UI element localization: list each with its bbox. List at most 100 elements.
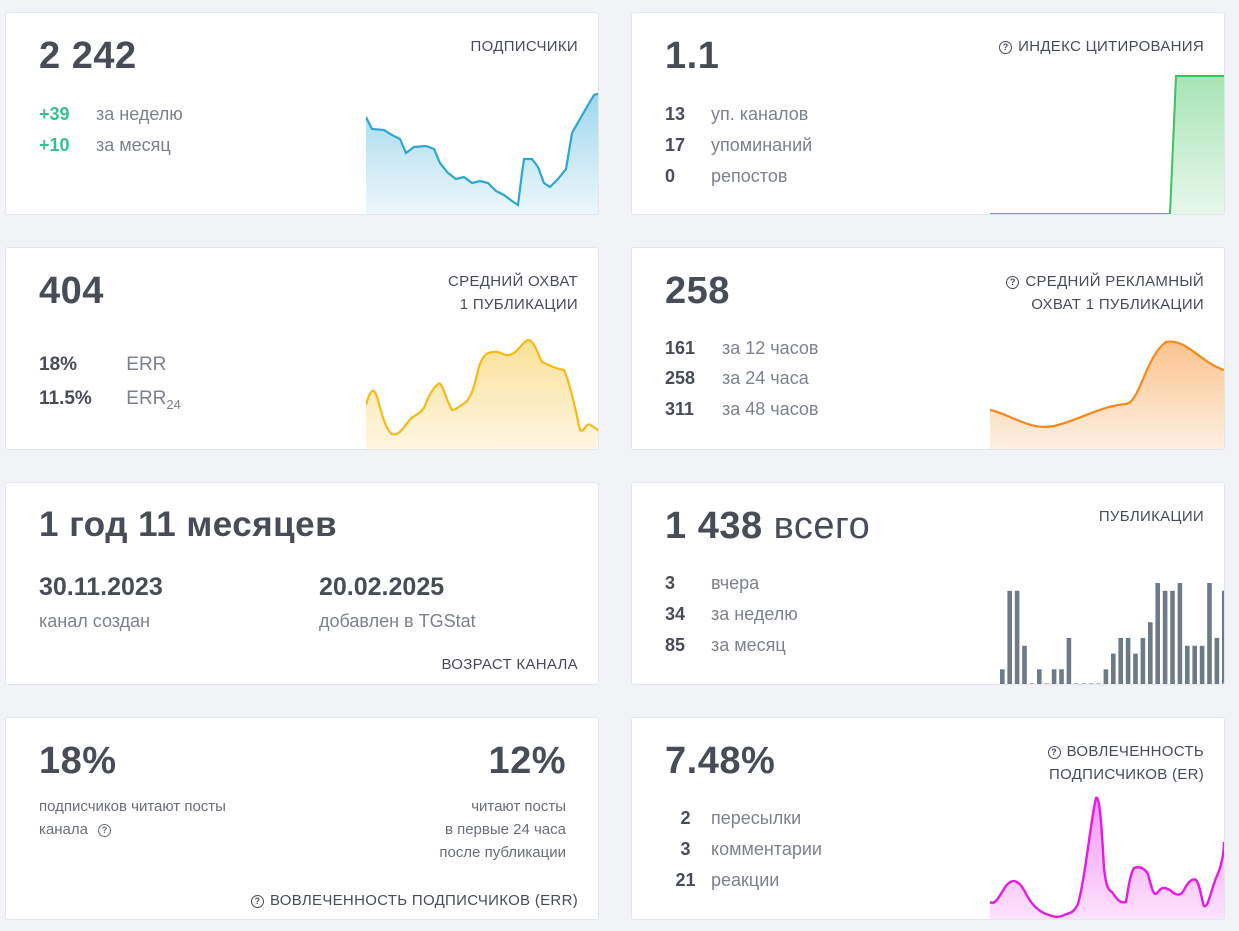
er-sparkline <box>990 796 1224 919</box>
ad-reach-card[interactable]: 258 ? СРЕДНИЙ РЕКЛАМНЫЙ ОХВАТ 1 ПУБЛИКАЦИ… <box>631 247 1225 450</box>
publication-bar <box>1051 669 1057 684</box>
er-row-reactions: 21 реакции <box>665 870 779 891</box>
err24-row: 11.5% ERR24 <box>39 388 181 412</box>
ad-reach-12h-num: 161 <box>665 338 696 358</box>
er-reactions-text: реакции <box>711 870 780 890</box>
citation-reposts-num: 0 <box>665 166 676 186</box>
er-comments-num: 3 <box>680 839 691 859</box>
err-card[interactable]: 18% подписчиков читают посты канала ? 12… <box>5 717 599 920</box>
citation-label: ИНДЕКС ЦИТИРОВАНИЯ <box>1018 38 1204 55</box>
err-right-value: 12% <box>488 740 566 782</box>
er-card[interactable]: 7.48% ? ВОВЛЕЧЕННОСТЬ ПОДПИСЧИКОВ (ER) 2 … <box>631 717 1225 920</box>
publication-bar <box>1111 653 1116 684</box>
err-left-text-line1: подписчиков читают посты <box>39 798 226 815</box>
publication-bar <box>1207 583 1212 684</box>
err-right-text-line1: читают посты <box>471 798 566 815</box>
publications-row-yesterday: 3 вчера <box>665 573 759 594</box>
publication-bar <box>1199 645 1205 684</box>
citation-card[interactable]: 1.1 ? ИНДЕКС ЦИТИРОВАНИЯ 13 уп. каналов 1… <box>631 12 1225 215</box>
avg-reach-value: 404 <box>39 270 104 312</box>
ad-reach-24h-num: 258 <box>665 368 696 388</box>
publications-row-week: 34 за неделю <box>665 604 798 625</box>
subscribers-month-text: за месяц <box>96 135 171 155</box>
publication-bar <box>1059 669 1064 684</box>
citation-channels-text: уп. каналов <box>711 104 809 124</box>
avg-reach-card[interactable]: 404 СРЕДНИЙ ОХВАТ 1 ПУБЛИКАЦИИ 18% ERR 1… <box>5 247 599 450</box>
er-value: 7.48% <box>665 740 776 782</box>
ad-reach-row-24h: 258 за 24 часа <box>665 368 809 389</box>
err24-sub: 24 <box>166 396 181 412</box>
created-label: канал создан <box>39 611 151 631</box>
publication-bar <box>1029 683 1035 684</box>
created-date: 30.11.2023 <box>39 573 163 601</box>
err-right-text: читают посты в первые 24 часа после публ… <box>439 795 566 864</box>
publication-bar <box>1162 590 1168 684</box>
err-text: ERR <box>126 354 167 375</box>
avg-reach-label-line1: СРЕДНИЙ ОХВАТ <box>448 273 578 290</box>
subscribers-week-num: +39 <box>39 104 70 124</box>
ad-reach-48h-text: за 48 часов <box>722 399 819 419</box>
added-date: 20.02.2025 <box>319 573 445 601</box>
publications-total: 1 438 <box>665 505 763 547</box>
question-icon[interactable]: ? <box>1006 276 1020 289</box>
ad-reach-row-48h: 311 за 48 часов <box>665 399 818 420</box>
publication-bar <box>1125 637 1131 684</box>
publications-month-num: 85 <box>665 635 686 655</box>
publications-value: 1 438 всего <box>665 505 870 548</box>
publication-bar <box>1037 669 1042 684</box>
question-icon[interactable]: ? <box>98 824 112 837</box>
publication-bar <box>1170 590 1175 684</box>
publication-bar <box>1118 637 1123 684</box>
er-label-line2: ПОДПИСЧИКОВ (ER) <box>1049 766 1204 783</box>
subscribers-month-row: +10 за месяц <box>39 135 171 156</box>
publication-bar <box>1192 645 1197 684</box>
er-reactions-num: 21 <box>675 870 696 890</box>
publication-bar <box>1007 590 1012 684</box>
publications-total-label: всего <box>773 505 871 547</box>
subscribers-card[interactable]: 2 242 ПОДПИСЧИКИ +39 за неделю +10 за ме… <box>5 12 599 215</box>
ad-reach-24h-text: за 24 часа <box>722 368 809 388</box>
er-label: ? ВОВЛЕЧЕННОСТЬ ПОДПИСЧИКОВ (ER) <box>1047 740 1204 786</box>
publication-bar <box>1044 683 1049 684</box>
question-icon[interactable]: ? <box>1047 746 1061 759</box>
err-left-text-line2: канала <box>39 821 88 838</box>
citation-channels-num: 13 <box>665 104 686 124</box>
publications-card[interactable]: 1 438 всего ПУБЛИКАЦИИ 3 вчера 34 за нед… <box>631 482 1225 685</box>
ad-reach-label-line2: ОХВАТ 1 ПУБЛИКАЦИИ <box>1031 296 1204 313</box>
question-icon[interactable]: ? <box>999 41 1013 54</box>
err-card-label: ВОВЛЕЧЕННОСТЬ ПОДПИСЧИКОВ (ERR) <box>269 892 578 909</box>
subscribers-month-num: +10 <box>39 135 70 155</box>
channel-age-value: 1 год 11 месяцев <box>39 505 338 544</box>
er-row-forwards: 2 пересылки <box>665 808 801 829</box>
publications-label: ПУБЛИКАЦИИ <box>1098 508 1204 525</box>
ad-reach-label-line1: СРЕДНИЙ РЕКЛАМНЫЙ <box>1025 273 1204 290</box>
publications-row-month: 85 за месяц <box>665 635 786 656</box>
publication-bar <box>1088 683 1094 684</box>
publication-bar <box>1096 683 1101 684</box>
ad-reach-value: 258 <box>665 270 730 312</box>
subscribers-week-text: за неделю <box>96 104 183 124</box>
publication-bar <box>1022 645 1027 684</box>
err-right-text-line2: в первые 24 часа <box>444 821 566 838</box>
er-forwards-text: пересылки <box>711 808 802 828</box>
channel-age-card[interactable]: 1 год 11 месяцев 30.11.2023 канал создан… <box>5 482 599 685</box>
err-num: 18% <box>39 354 78 375</box>
question-icon[interactable]: ? <box>250 895 264 908</box>
ad-reach-row-12h: 161 за 12 часов <box>665 338 818 359</box>
publication-bar <box>1066 637 1072 684</box>
publication-bar <box>1214 637 1220 684</box>
err-right-text-line3: после публикации <box>439 844 566 861</box>
er-row-comments: 3 комментарии <box>665 839 822 860</box>
publication-bar <box>1000 669 1005 684</box>
publications-week-text: за неделю <box>711 604 798 624</box>
publication-bar <box>1222 590 1224 684</box>
err-row: 18% ERR <box>39 354 166 376</box>
publication-bar <box>1014 590 1020 684</box>
citation-mentions-num: 17 <box>665 135 686 155</box>
citation-reposts-text: репостов <box>711 166 788 186</box>
publication-bar <box>1177 583 1183 684</box>
subscribers-label: ПОДПИСЧИКИ <box>470 38 578 55</box>
citation-row-reposts: 0 репостов <box>665 166 787 187</box>
ad-reach-48h-num: 311 <box>665 399 695 419</box>
ad-reach-sparkline <box>990 340 1224 449</box>
